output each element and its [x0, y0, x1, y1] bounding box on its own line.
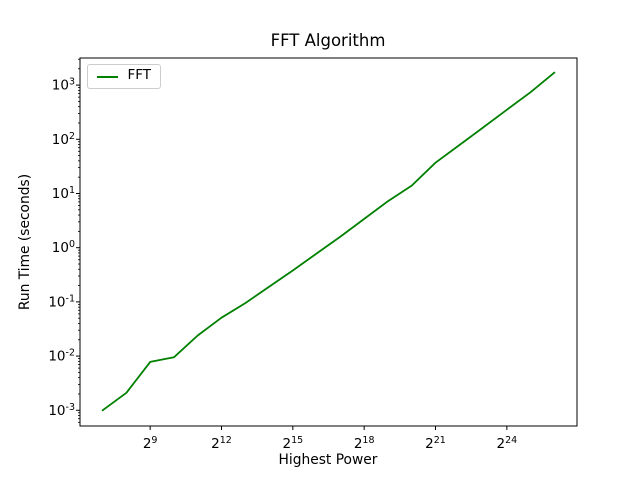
x-tick-label: 212: [211, 435, 232, 452]
x-tick-label: 224: [497, 435, 518, 452]
x-tick-label: 218: [354, 435, 375, 452]
y-tick-label: 10-2: [48, 348, 75, 365]
x-tick-label: 221: [425, 435, 446, 452]
legend: FFT: [87, 64, 161, 89]
fft-line: [101, 71, 556, 412]
y-tick-label: 102: [52, 131, 75, 148]
y-tick-label: 100: [52, 239, 75, 256]
y-tick-label: 10-3: [48, 402, 75, 419]
y-tick-label: 101: [52, 185, 75, 202]
y-axis-label: Run Time (seconds): [17, 173, 33, 311]
axes-frame: [79, 57, 578, 427]
chart-title: FFT Algorithm: [270, 31, 386, 50]
x-tick-label: 215: [282, 435, 303, 452]
legend-line-sample: [97, 75, 119, 78]
y-tick-label: 10-1: [48, 293, 75, 310]
y-tick-label: 103: [52, 77, 75, 94]
x-axis-label: Highest Power: [278, 452, 378, 468]
legend-label: FFT: [127, 66, 151, 83]
x-tick-label: 29: [143, 435, 158, 452]
